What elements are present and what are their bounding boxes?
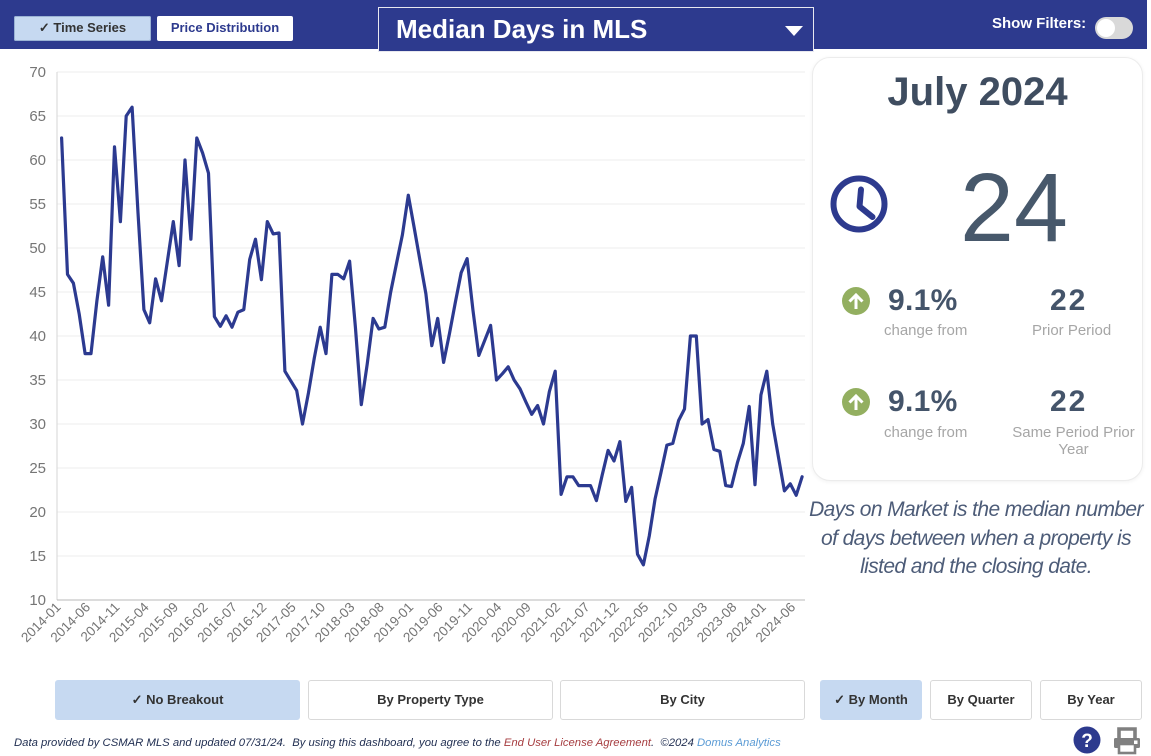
svg-text:15: 15 bbox=[29, 548, 46, 565]
svg-text:45: 45 bbox=[29, 284, 46, 301]
svg-text:30: 30 bbox=[29, 416, 46, 433]
svg-text:60: 60 bbox=[29, 152, 46, 169]
svg-text:50: 50 bbox=[29, 240, 46, 257]
svg-text:55: 55 bbox=[29, 196, 46, 213]
svg-text:40: 40 bbox=[29, 328, 46, 345]
svg-text:25: 25 bbox=[29, 460, 46, 477]
svg-text:35: 35 bbox=[29, 372, 46, 389]
svg-text:70: 70 bbox=[29, 64, 46, 81]
svg-text:65: 65 bbox=[29, 108, 46, 125]
svg-text:10: 10 bbox=[29, 592, 46, 609]
svg-text:?: ? bbox=[1081, 731, 1093, 752]
svg-text:20: 20 bbox=[29, 504, 46, 521]
